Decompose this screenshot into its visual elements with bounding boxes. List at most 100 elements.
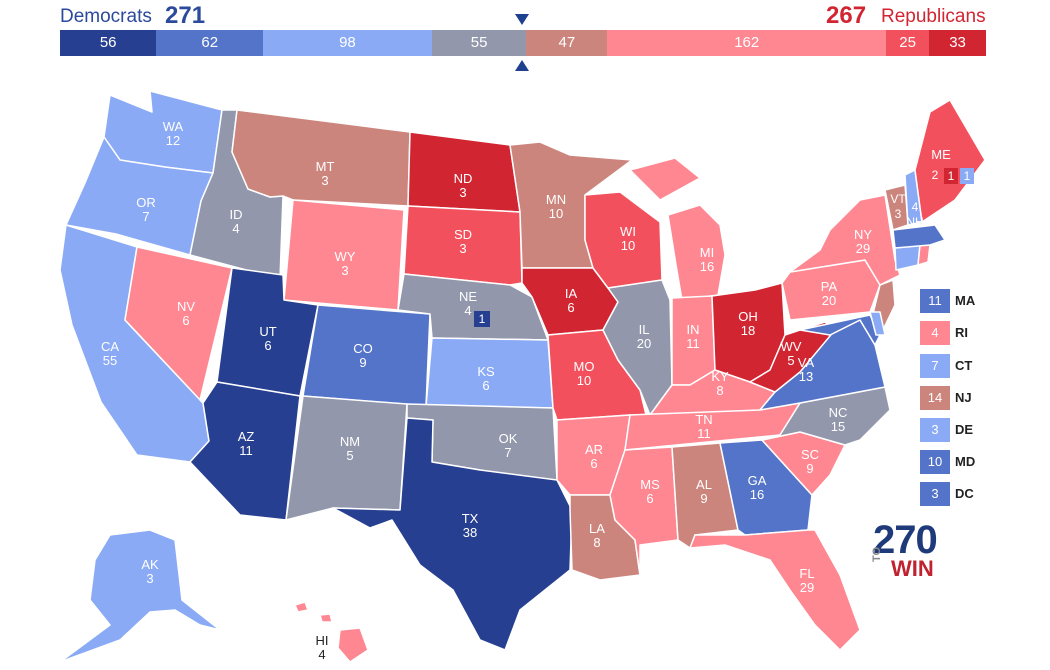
label-AK: AK 3 bbox=[141, 557, 159, 586]
state-AK[interactable] bbox=[59, 529, 221, 663]
small-state-box-NJ[interactable]: 14 bbox=[920, 386, 950, 410]
small-state-box-MD[interactable]: 10 bbox=[920, 450, 950, 474]
logo-to: TO bbox=[871, 546, 883, 562]
state-RI[interactable] bbox=[917, 244, 931, 266]
small-state-box-RI[interactable]: 4 bbox=[920, 321, 950, 345]
label-NV: NV 6 bbox=[176, 299, 196, 328]
small-state-name-MA: MA bbox=[955, 293, 976, 308]
bar-segment-lean-d[interactable]: 98 bbox=[263, 30, 432, 56]
democrats-label: Democrats bbox=[60, 6, 152, 27]
small-state-box-DE[interactable]: 3 bbox=[920, 418, 950, 442]
small-state-name-DE: DE bbox=[955, 422, 974, 437]
label-NE: NE 4 bbox=[458, 289, 478, 318]
label-IN: IN 11 bbox=[686, 322, 700, 351]
electoral-vote-header: Democrats 271 267 Republicans 56 62 98 5… bbox=[0, 0, 1050, 71]
us-map bbox=[59, 90, 986, 663]
label-MO: MO 10 bbox=[573, 359, 595, 388]
small-state-name-MD: MD bbox=[955, 454, 976, 469]
state-SD[interactable] bbox=[403, 205, 523, 286]
label-WI: WI 10 bbox=[620, 224, 636, 253]
label-WY: WY 3 bbox=[334, 249, 356, 278]
label-ME: ME bbox=[931, 147, 951, 162]
state-HI[interactable] bbox=[294, 601, 369, 663]
label-PA: PA 20 bbox=[820, 279, 838, 308]
republicans-label: Republicans bbox=[881, 6, 986, 27]
state-MD[interactable] bbox=[799, 314, 881, 346]
label-CA: CA 55 bbox=[100, 339, 120, 368]
electoral-vote-bar: 56 62 98 55 47 162 25 33 bbox=[60, 30, 986, 56]
small-state-name-RI: RI bbox=[955, 325, 968, 340]
small-state-name-CT: CT bbox=[955, 358, 973, 373]
small-state-box-MA[interactable]: 11 bbox=[920, 289, 950, 313]
me-district-2-box[interactable]: 1 bbox=[960, 168, 974, 184]
bar-segment-tossup[interactable]: 55 bbox=[431, 30, 527, 56]
logo-win: WIN bbox=[891, 556, 934, 581]
label-IA: IA 6 bbox=[564, 286, 578, 315]
label-KS: KS 6 bbox=[477, 364, 495, 393]
state-FL[interactable] bbox=[689, 529, 861, 651]
label-NY: NY 29 bbox=[853, 227, 873, 256]
label-WA: WA 12 bbox=[162, 119, 184, 148]
label-NM: NM 5 bbox=[339, 434, 361, 463]
label-MI: MI 16 bbox=[699, 245, 715, 274]
270towin-logo: 270 TO WIN bbox=[871, 518, 943, 582]
state-AZ[interactable] bbox=[189, 381, 301, 521]
state-IL[interactable] bbox=[602, 279, 673, 416]
label-OR: OR 7 bbox=[136, 195, 156, 224]
state-MA[interactable] bbox=[892, 224, 946, 249]
label-ID: ID 4 bbox=[229, 207, 243, 236]
small-state-box-DC[interactable]: 3 bbox=[920, 482, 950, 506]
label-VA: VA 13 bbox=[797, 355, 815, 384]
label-IL: IL 20 bbox=[636, 322, 652, 351]
state-MT[interactable] bbox=[231, 109, 411, 207]
270-marker-top-icon bbox=[515, 14, 529, 25]
label-AL: AL 9 bbox=[696, 477, 712, 506]
bar-segment-safe-r[interactable]: 33 bbox=[929, 30, 986, 56]
small-state-name-DC: DC bbox=[955, 486, 974, 501]
label-WV: WV 5 bbox=[780, 339, 802, 368]
label-MT: MT 3 bbox=[315, 159, 335, 188]
label-MN: MN 10 bbox=[545, 192, 567, 221]
small-state-box-CT[interactable]: 7 bbox=[920, 354, 950, 378]
270-marker-bottom-icon bbox=[515, 60, 529, 71]
label-UT: UT 6 bbox=[259, 324, 277, 353]
label-KY: KY 8 bbox=[711, 369, 729, 398]
state-CT[interactable] bbox=[894, 244, 921, 271]
label-VT: VT 3 bbox=[890, 192, 906, 221]
label-CO: CO 9 bbox=[353, 341, 373, 370]
label-GA: GA 16 bbox=[747, 473, 767, 502]
label-TN: TN 11 bbox=[695, 412, 713, 441]
label-FL: FL 29 bbox=[799, 566, 815, 595]
label-TX: TX 38 bbox=[461, 511, 479, 540]
bar-segment-lean-r[interactable]: 162 bbox=[607, 30, 887, 56]
label-HI: HI 4 bbox=[315, 633, 329, 662]
state-DE[interactable] bbox=[869, 311, 886, 336]
me-district-1-box[interactable]: 1 bbox=[944, 168, 958, 184]
label-ND: ND 3 bbox=[453, 171, 473, 200]
label-AR: AR 6 bbox=[584, 442, 604, 471]
label-OK: OK 7 bbox=[498, 431, 518, 460]
ne-district-box[interactable]: 1 bbox=[474, 311, 490, 327]
republicans-total: 267 bbox=[826, 2, 867, 29]
label-SC: SC 9 bbox=[800, 447, 820, 476]
bar-segment-tilt-r[interactable]: 47 bbox=[526, 30, 608, 56]
label-LA: LA 8 bbox=[589, 521, 605, 550]
bar-segment-safe-d[interactable]: 56 bbox=[60, 30, 157, 56]
state-NY[interactable] bbox=[789, 194, 901, 286]
label-SD: SD 3 bbox=[453, 227, 473, 256]
democrats-total: 271 bbox=[165, 2, 206, 29]
label-AZ: AZ 11 bbox=[237, 429, 255, 458]
state-NV[interactable] bbox=[124, 246, 233, 404]
bar-segment-likely-d[interactable]: 62 bbox=[156, 30, 264, 56]
label-NC: NC 15 bbox=[828, 405, 848, 434]
label-OH: OH 18 bbox=[738, 309, 758, 338]
state-TX[interactable] bbox=[332, 417, 573, 651]
label-NH: 4 NH bbox=[906, 200, 924, 229]
me-statewide-ev: 2 bbox=[931, 168, 939, 182]
label-MS: MS 6 bbox=[640, 477, 660, 506]
small-state-name-NJ: NJ bbox=[955, 390, 972, 405]
logo-number: 270 bbox=[873, 518, 938, 562]
bar-segment-likely-r[interactable]: 25 bbox=[886, 30, 930, 56]
state-MI[interactable] bbox=[629, 157, 726, 301]
state-ME[interactable] bbox=[914, 99, 986, 223]
